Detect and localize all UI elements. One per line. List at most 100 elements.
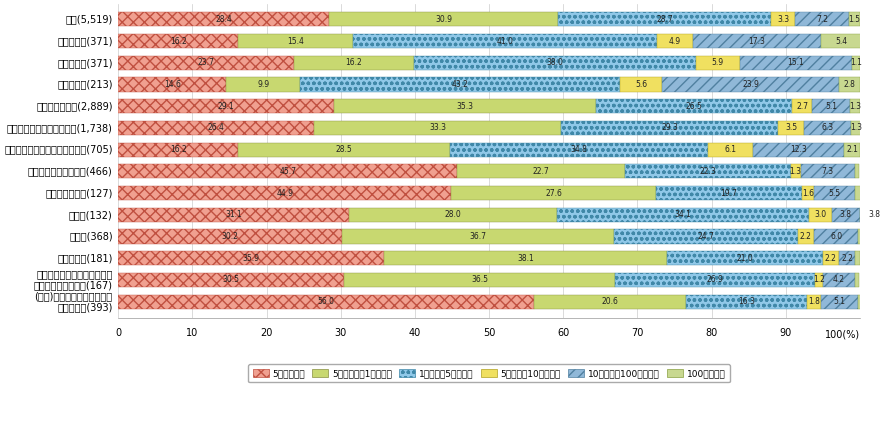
Bar [812,99,850,113]
Bar [118,143,238,157]
Bar [294,56,414,70]
Text: 30.5: 30.5 [223,275,240,284]
Bar [844,143,860,157]
Text: 2.2: 2.2 [825,254,837,263]
Text: 1.3: 1.3 [849,124,862,132]
Text: 28.0: 28.0 [444,210,461,219]
Bar [858,229,861,244]
Bar [118,273,344,287]
Bar [118,12,328,26]
Bar [118,229,343,244]
Text: 6.3: 6.3 [821,124,834,132]
Bar [814,186,855,200]
Text: 35.9: 35.9 [243,254,260,263]
Text: 3.0: 3.0 [814,210,826,219]
Bar [849,12,860,26]
Bar [839,251,856,265]
Text: 31.1: 31.1 [225,210,242,219]
Bar [820,294,858,309]
Text: 2.2: 2.2 [800,232,811,241]
Bar [662,77,839,91]
Text: 1.3: 1.3 [789,167,802,176]
Text: 1.8: 1.8 [808,297,819,306]
Bar [118,34,238,48]
Bar [596,99,792,113]
Text: 23.9: 23.9 [742,80,758,89]
Bar [821,34,861,48]
Bar [858,294,861,309]
Bar [693,34,821,48]
Text: 1.1: 1.1 [849,58,862,67]
Text: 28.7: 28.7 [656,15,673,24]
Text: 6.1: 6.1 [724,145,736,154]
Bar [457,164,625,179]
Text: 9.9: 9.9 [257,80,269,89]
Bar [352,34,657,48]
Text: 17.3: 17.3 [749,36,766,46]
Text: 35.3: 35.3 [457,102,473,111]
Bar [118,186,451,200]
Text: 30.9: 30.9 [435,15,452,24]
Text: 26.9: 26.9 [706,275,723,284]
Bar [856,251,860,265]
Bar [792,99,812,113]
Text: 15.4: 15.4 [287,36,304,46]
Bar [814,229,858,244]
Text: 29.1: 29.1 [218,102,235,111]
Text: 22.7: 22.7 [533,167,550,176]
Text: 56.0: 56.0 [317,297,335,306]
Text: 4.9: 4.9 [668,36,681,46]
Text: 4.2: 4.2 [833,275,845,284]
Text: 5.6: 5.6 [635,80,647,89]
Text: 21.0: 21.0 [736,254,753,263]
Bar [850,99,860,113]
Bar [118,251,384,265]
Bar [328,12,558,26]
Text: 2.7: 2.7 [796,102,808,111]
Text: 1.6: 1.6 [802,189,814,198]
Bar [771,12,796,26]
Text: 30.2: 30.2 [222,232,238,241]
Bar [334,99,596,113]
Bar [797,229,814,244]
Bar [852,56,860,70]
Text: 43.2: 43.2 [452,80,469,89]
Text: 34.8: 34.8 [570,145,587,154]
Text: 36.7: 36.7 [470,232,487,241]
Text: 7.2: 7.2 [816,15,828,24]
Text: 1.2: 1.2 [813,275,825,284]
Bar [801,164,855,179]
Text: 28.5: 28.5 [336,145,352,154]
Bar [823,251,839,265]
Text: 26.4: 26.4 [208,124,224,132]
Text: 23.7: 23.7 [198,58,215,67]
Bar [118,77,227,91]
Bar [561,121,778,135]
Text: 2.1: 2.1 [846,145,858,154]
Bar [449,143,708,157]
Bar [556,208,810,222]
Bar [667,251,823,265]
Bar [860,208,883,222]
Bar [740,56,852,70]
Text: 29.3: 29.3 [661,124,678,132]
Bar [344,273,615,287]
Text: 100(%): 100(%) [825,330,860,340]
Bar [810,208,832,222]
Text: 16.2: 16.2 [170,145,186,154]
Text: 33.3: 33.3 [429,124,446,132]
Bar [349,208,556,222]
Bar [118,164,457,179]
Bar [558,12,771,26]
Bar [791,164,801,179]
Bar [696,56,740,70]
Bar [815,273,824,287]
Bar [824,273,855,287]
Text: 34.1: 34.1 [675,210,691,219]
Text: 3.8: 3.8 [840,210,852,219]
Bar [804,121,851,135]
Bar [118,56,294,70]
Bar [238,34,352,48]
Bar [451,186,656,200]
Bar [832,208,860,222]
